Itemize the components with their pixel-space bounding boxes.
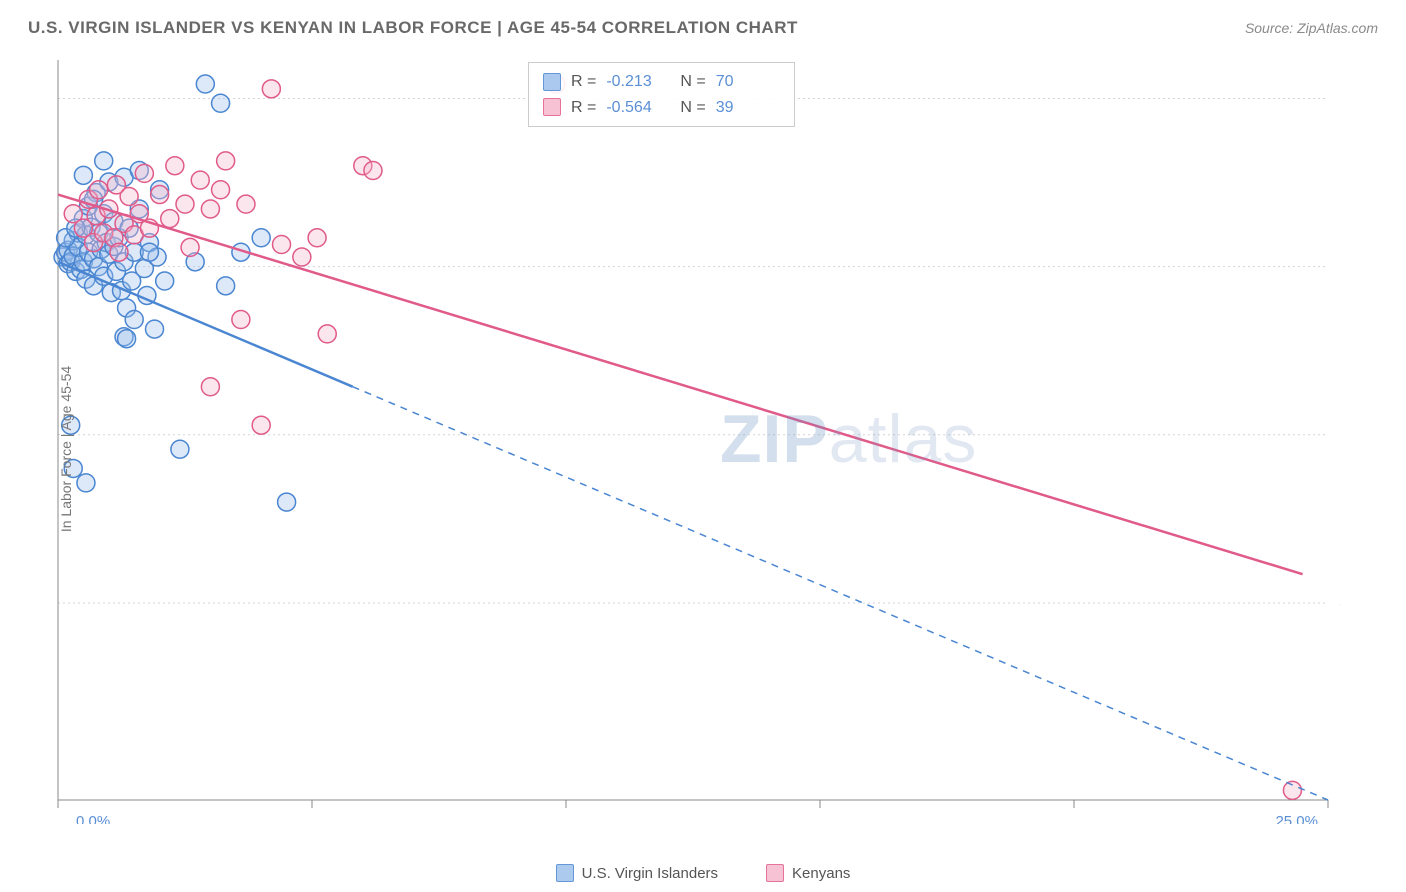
y-tick-label: 47.5% (1339, 595, 1340, 612)
kenyan-n-value: 39 (716, 95, 780, 121)
kenyan-point (166, 157, 184, 175)
legend-item-kenyan: Kenyans (766, 864, 850, 882)
n-label: N = (680, 69, 705, 95)
x-tick-label: 0.0% (76, 813, 110, 824)
kenyan-swatch (543, 98, 561, 116)
kenyan-legend-label: Kenyans (792, 865, 850, 882)
usvi-point (252, 229, 270, 247)
kenyan-point (151, 186, 169, 204)
kenyan-trend-line (58, 195, 1303, 575)
usvi-point (77, 474, 95, 492)
kenyan-point (120, 187, 138, 205)
kenyan-point (252, 416, 270, 434)
kenyan-point (217, 152, 235, 170)
usvi-point (74, 166, 92, 184)
n-label: N = (680, 95, 705, 121)
legend-item-usvi: U.S. Virgin Islanders (556, 864, 718, 882)
source-attribution: Source: ZipAtlas.com (1245, 20, 1378, 36)
usvi-trend-extrapolation (353, 387, 1328, 800)
legend: U.S. Virgin Islanders Kenyans (0, 864, 1406, 882)
kenyan-point (273, 236, 291, 254)
stats-row-usvi: R = -0.213 N = 70 (543, 69, 780, 95)
kenyan-point (308, 229, 326, 247)
kenyan-point (176, 195, 194, 213)
usvi-point (125, 310, 143, 328)
usvi-trend-line (58, 262, 353, 387)
usvi-n-value: 70 (716, 69, 780, 95)
kenyan-point (201, 378, 219, 396)
scatter-chart: 47.5% 82.5% 0.0% 25.0% (50, 58, 1340, 824)
kenyan-r-value: -0.564 (606, 95, 670, 121)
kenyan-point (293, 248, 311, 266)
kenyan-point (364, 162, 382, 180)
usvi-point (171, 440, 189, 458)
kenyan-point (181, 238, 199, 256)
kenyan-point (1283, 781, 1301, 799)
kenyan-point (201, 200, 219, 218)
usvi-point (140, 243, 158, 261)
usvi-r-value: -0.213 (606, 69, 670, 95)
usvi-point (217, 277, 235, 295)
usvi-swatch (543, 73, 561, 91)
usvi-point (118, 330, 136, 348)
stats-row-kenyan: R = -0.564 N = 39 (543, 95, 780, 121)
usvi-legend-label: U.S. Virgin Islanders (582, 865, 718, 882)
usvi-point (196, 75, 214, 93)
r-label: R = (571, 69, 596, 95)
chart-title: U.S. VIRGIN ISLANDER VS KENYAN IN LABOR … (28, 18, 798, 38)
usvi-point (95, 152, 113, 170)
chart-container: In Labor Force | Age 45-54 47.5% 82.5% 0.0… (50, 58, 1340, 824)
kenyan-point (90, 181, 108, 199)
kenyan-point (262, 80, 280, 98)
usvi-point (156, 272, 174, 290)
x-tick-label: 25.0% (1275, 813, 1318, 824)
usvi-legend-swatch (556, 864, 574, 882)
usvi-point (146, 320, 164, 338)
kenyan-point (191, 171, 209, 189)
kenyan-point (232, 310, 250, 328)
y-tick-label: 82.5% (1339, 259, 1340, 276)
r-label: R = (571, 95, 596, 121)
kenyan-point (110, 243, 128, 261)
kenyan-point (318, 325, 336, 343)
usvi-point (278, 493, 296, 511)
kenyan-point (135, 164, 153, 182)
usvi-point (212, 94, 230, 112)
kenyan-point (212, 181, 230, 199)
kenyan-legend-swatch (766, 864, 784, 882)
kenyan-point (237, 195, 255, 213)
correlation-stats-box: R = -0.213 N = 70 R = -0.564 N = 39 (528, 62, 795, 127)
kenyan-point (161, 210, 179, 228)
y-axis-label: In Labor Force | Age 45-54 (58, 366, 74, 532)
